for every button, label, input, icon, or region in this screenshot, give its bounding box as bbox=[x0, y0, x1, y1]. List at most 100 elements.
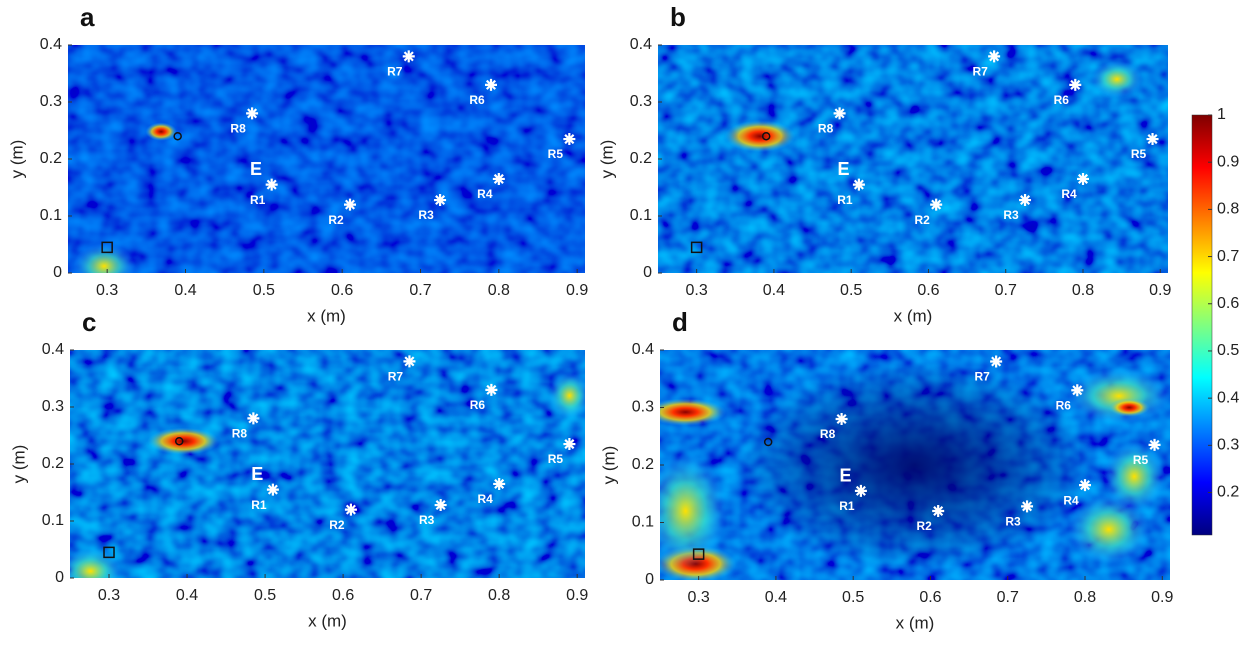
receiver bbox=[990, 355, 1003, 368]
receiver-label: R6 bbox=[470, 398, 486, 412]
x-tick-label: 0.8 bbox=[1072, 282, 1094, 299]
heat-spot bbox=[1068, 494, 1150, 564]
y-tick-label: 0.1 bbox=[630, 207, 652, 224]
receiver bbox=[493, 477, 506, 490]
receiver-label: R3 bbox=[419, 513, 435, 527]
x-tick-label: 0.6 bbox=[919, 589, 941, 606]
receiver bbox=[833, 107, 846, 120]
y-tick-label: 0.2 bbox=[632, 456, 654, 473]
receiver-label: R4 bbox=[477, 492, 493, 506]
heatmap-field bbox=[70, 350, 585, 578]
x-axis-label: x (m) bbox=[894, 306, 933, 325]
y-tick-label: 0 bbox=[55, 569, 64, 586]
source-label: E bbox=[250, 159, 262, 179]
colorbar-tick-label: 0.4 bbox=[1217, 389, 1239, 406]
x-tick-label: 0.8 bbox=[1074, 589, 1096, 606]
receiver-label: R7 bbox=[972, 65, 988, 79]
x-tick-label: 0.5 bbox=[840, 282, 862, 299]
receiver bbox=[344, 198, 356, 211]
receiver-label: R2 bbox=[915, 213, 931, 227]
receiver bbox=[1079, 479, 1091, 492]
panel-label: b bbox=[670, 2, 686, 32]
heatmap bbox=[658, 45, 1168, 273]
receiver-label: R6 bbox=[1054, 93, 1070, 107]
receiver-label: R8 bbox=[818, 122, 834, 136]
x-axis-label: x (m) bbox=[896, 613, 935, 632]
receiver-label: R1 bbox=[839, 499, 855, 513]
heat-spot bbox=[70, 548, 122, 578]
receiver bbox=[852, 178, 865, 191]
receiver bbox=[563, 438, 576, 451]
colorbar bbox=[1191, 114, 1213, 536]
x-tick-label: 0.3 bbox=[686, 282, 708, 299]
heat-spot bbox=[73, 243, 136, 273]
heat-spot bbox=[548, 372, 585, 419]
receiver bbox=[1077, 172, 1089, 185]
square-marker bbox=[690, 241, 703, 254]
colorbar-tick-label: 0.8 bbox=[1217, 201, 1239, 218]
circle-marker bbox=[174, 436, 184, 446]
receiver bbox=[988, 50, 1001, 63]
y-axis-label: y (m) bbox=[7, 140, 26, 179]
heatmap-field bbox=[68, 45, 585, 273]
y-axis-label: y (m) bbox=[599, 446, 618, 485]
y-tick-label: 0.2 bbox=[630, 150, 652, 167]
heat-spot bbox=[724, 120, 796, 153]
receiver-label: R7 bbox=[387, 65, 403, 79]
source-label: E bbox=[839, 465, 851, 485]
heat-spot bbox=[736, 361, 1094, 569]
receiver-label: R8 bbox=[820, 427, 836, 441]
source-label: E bbox=[837, 159, 849, 179]
x-axis-label: x (m) bbox=[307, 306, 346, 325]
receiver bbox=[247, 412, 260, 425]
square-marker bbox=[692, 548, 705, 560]
y-tick-label: 0.4 bbox=[40, 36, 62, 53]
colorbar-tick-label: 0.5 bbox=[1217, 342, 1239, 359]
x-tick-label: 0.4 bbox=[763, 282, 785, 299]
receiver bbox=[246, 107, 259, 120]
colorbar-tick-label: 0.6 bbox=[1217, 295, 1239, 312]
receiver-label: R1 bbox=[250, 193, 266, 207]
receiver-label: R5 bbox=[1131, 147, 1147, 161]
heat-spot bbox=[1091, 60, 1143, 98]
receiver bbox=[932, 505, 945, 517]
receiver bbox=[1069, 78, 1082, 91]
x-tick-label: 0.3 bbox=[98, 587, 120, 604]
heat-spot bbox=[660, 453, 727, 569]
x-tick-label: 0.8 bbox=[488, 282, 510, 299]
receiver bbox=[1146, 133, 1159, 146]
receiver-label: R3 bbox=[418, 208, 434, 222]
receiver bbox=[344, 503, 357, 516]
y-tick-label: 0.3 bbox=[632, 399, 654, 416]
x-tick-label: 0.6 bbox=[332, 587, 354, 604]
receiver-label: R1 bbox=[251, 498, 267, 512]
x-tick-label: 0.8 bbox=[488, 587, 510, 604]
x-tick-label: 0.5 bbox=[253, 282, 275, 299]
circle-marker bbox=[173, 131, 182, 141]
x-tick-label: 0.5 bbox=[254, 587, 276, 604]
x-tick-label: 0.7 bbox=[995, 282, 1017, 299]
y-tick-label: 0.4 bbox=[632, 341, 654, 358]
y-tick-label: 0.4 bbox=[630, 36, 652, 53]
y-tick-label: 0 bbox=[53, 264, 62, 281]
panel-label: a bbox=[80, 2, 95, 32]
y-tick-label: 0.2 bbox=[40, 150, 62, 167]
receiver-label: R4 bbox=[477, 187, 493, 201]
receiver bbox=[403, 355, 416, 368]
y-tick-label: 0 bbox=[643, 264, 652, 281]
receiver-label: R2 bbox=[917, 519, 933, 533]
x-tick-label: 0.4 bbox=[176, 587, 198, 604]
receiver-label: R8 bbox=[230, 122, 246, 136]
y-tick-label: 0.3 bbox=[630, 93, 652, 110]
x-tick-label: 0.9 bbox=[566, 587, 588, 604]
heatmap bbox=[660, 350, 1170, 580]
heatmap bbox=[70, 350, 585, 578]
receiver bbox=[854, 484, 867, 497]
colorbar-tick-label: 0.7 bbox=[1217, 248, 1239, 265]
receiver bbox=[485, 383, 498, 396]
panel-label: c bbox=[82, 307, 96, 337]
receiver-label: R7 bbox=[974, 370, 990, 384]
x-tick-label: 0.7 bbox=[997, 589, 1019, 606]
